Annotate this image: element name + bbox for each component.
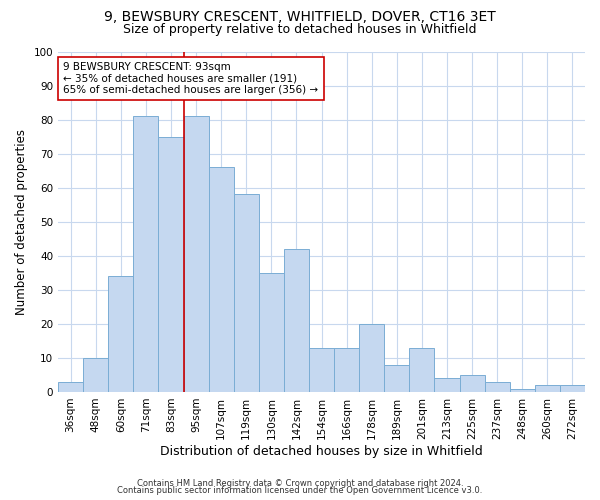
Bar [510, 388, 535, 392]
Bar [133, 116, 158, 392]
Text: 9, BEWSBURY CRESCENT, WHITFIELD, DOVER, CT16 3ET: 9, BEWSBURY CRESCENT, WHITFIELD, DOVER, … [104, 10, 496, 24]
Bar [359, 324, 384, 392]
Bar [434, 378, 460, 392]
Text: 9 BEWSBURY CRESCENT: 93sqm
← 35% of detached houses are smaller (191)
65% of sem: 9 BEWSBURY CRESCENT: 93sqm ← 35% of deta… [64, 62, 319, 95]
Bar [108, 276, 133, 392]
Bar [309, 348, 334, 392]
Bar [233, 194, 259, 392]
Bar [535, 385, 560, 392]
Bar [409, 348, 434, 392]
Bar [460, 375, 485, 392]
Bar [158, 136, 184, 392]
Bar [184, 116, 209, 392]
Bar [259, 273, 284, 392]
Bar [560, 385, 585, 392]
Y-axis label: Number of detached properties: Number of detached properties [15, 128, 28, 314]
Text: Size of property relative to detached houses in Whitfield: Size of property relative to detached ho… [123, 22, 477, 36]
Text: Contains HM Land Registry data © Crown copyright and database right 2024.: Contains HM Land Registry data © Crown c… [137, 478, 463, 488]
Bar [58, 382, 83, 392]
X-axis label: Distribution of detached houses by size in Whitfield: Distribution of detached houses by size … [160, 444, 483, 458]
Bar [209, 168, 233, 392]
Bar [284, 249, 309, 392]
Text: Contains public sector information licensed under the Open Government Licence v3: Contains public sector information licen… [118, 486, 482, 495]
Bar [83, 358, 108, 392]
Bar [485, 382, 510, 392]
Bar [334, 348, 359, 392]
Bar [384, 364, 409, 392]
